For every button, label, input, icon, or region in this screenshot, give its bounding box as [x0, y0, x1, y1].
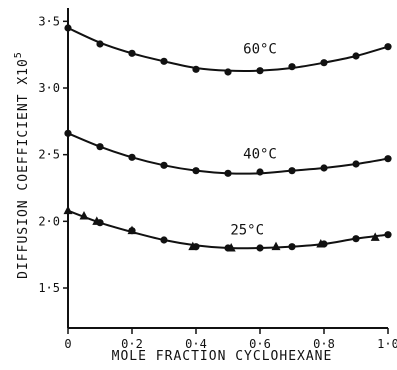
data-point-circle: [64, 24, 72, 32]
x-tick-label: 0·2: [121, 337, 143, 351]
marker-group: [63, 24, 392, 252]
y-tick-label: 2·5: [38, 148, 60, 162]
data-point-triangle: [79, 211, 89, 220]
x-tick-group: 0 0·2 0·4 0·6 0·8 1·0: [64, 328, 397, 351]
data-point-triangle: [370, 232, 380, 241]
data-point-circle: [256, 67, 264, 75]
data-point-circle: [352, 235, 360, 243]
series-label: 60°C: [243, 41, 277, 57]
x-tick-label: 0·8: [313, 337, 335, 351]
y-tick-label: 1·5: [38, 281, 60, 295]
data-point-circle: [288, 167, 296, 175]
series-label: 25°C: [230, 223, 264, 239]
data-point-triangle: [271, 241, 281, 251]
series-curve: [67, 209, 389, 250]
x-tick-label: 0·6: [249, 337, 271, 351]
y-axis-title: DIFFUSION COEFFICIENT X105: [13, 51, 31, 279]
data-point-triangle: [316, 239, 326, 248]
y-axis-title-main: DIFFUSION COEFFICIENT X10: [16, 58, 31, 279]
x-tick-label: 0: [64, 337, 71, 351]
series-label-group: 60°C 40°C 25°C: [230, 41, 277, 238]
x-tick-label: 0·4: [185, 337, 207, 351]
data-point-circle: [352, 52, 360, 60]
x-axis-title: MOLE FRACTION CYCLOHEXANE: [112, 349, 333, 364]
data-point-circle: [256, 168, 264, 176]
data-point-circle: [384, 155, 392, 163]
y-tick-group: 1·5 2·0 2·5 3·0 3·5: [38, 14, 68, 295]
data-point-circle: [384, 43, 392, 51]
data-point-circle: [288, 243, 296, 251]
data-point-triangle: [127, 225, 137, 235]
data-point-circle: [160, 57, 168, 65]
y-tick-label: 3·0: [38, 81, 60, 95]
data-point-triangle: [92, 216, 102, 225]
curve-group: [67, 27, 389, 250]
data-point-circle: [384, 231, 392, 239]
y-tick-label: 2·0: [38, 214, 60, 228]
data-point-circle: [96, 40, 104, 48]
series-curve: [67, 132, 389, 175]
data-point-circle: [224, 68, 232, 76]
x-tick-label: 1·0: [377, 337, 397, 351]
y-axis-title-group: DIFFUSION COEFFICIENT X105: [13, 51, 31, 279]
series-curve: [67, 27, 389, 72]
data-point-circle: [64, 129, 72, 137]
data-point-triangle: [226, 243, 236, 252]
data-point-triangle: [63, 205, 73, 215]
data-point-circle: [288, 63, 296, 71]
data-point-circle: [320, 164, 328, 172]
data-point-circle: [352, 160, 360, 168]
data-point-circle: [320, 59, 328, 67]
data-point-circle: [224, 169, 232, 177]
data-point-circle: [128, 153, 136, 161]
data-point-circle: [96, 143, 104, 151]
data-point-circle: [128, 49, 136, 57]
data-point-circle: [160, 161, 168, 169]
data-point-circle: [192, 65, 200, 73]
y-tick-label: 3·5: [38, 14, 60, 28]
data-point-triangle: [188, 241, 198, 251]
data-point-circle: [160, 236, 168, 244]
y-axis-title-exponent: 5: [13, 51, 24, 58]
data-point-circle: [192, 167, 200, 175]
data-point-circle: [256, 244, 264, 252]
series-label: 40°C: [243, 147, 277, 163]
